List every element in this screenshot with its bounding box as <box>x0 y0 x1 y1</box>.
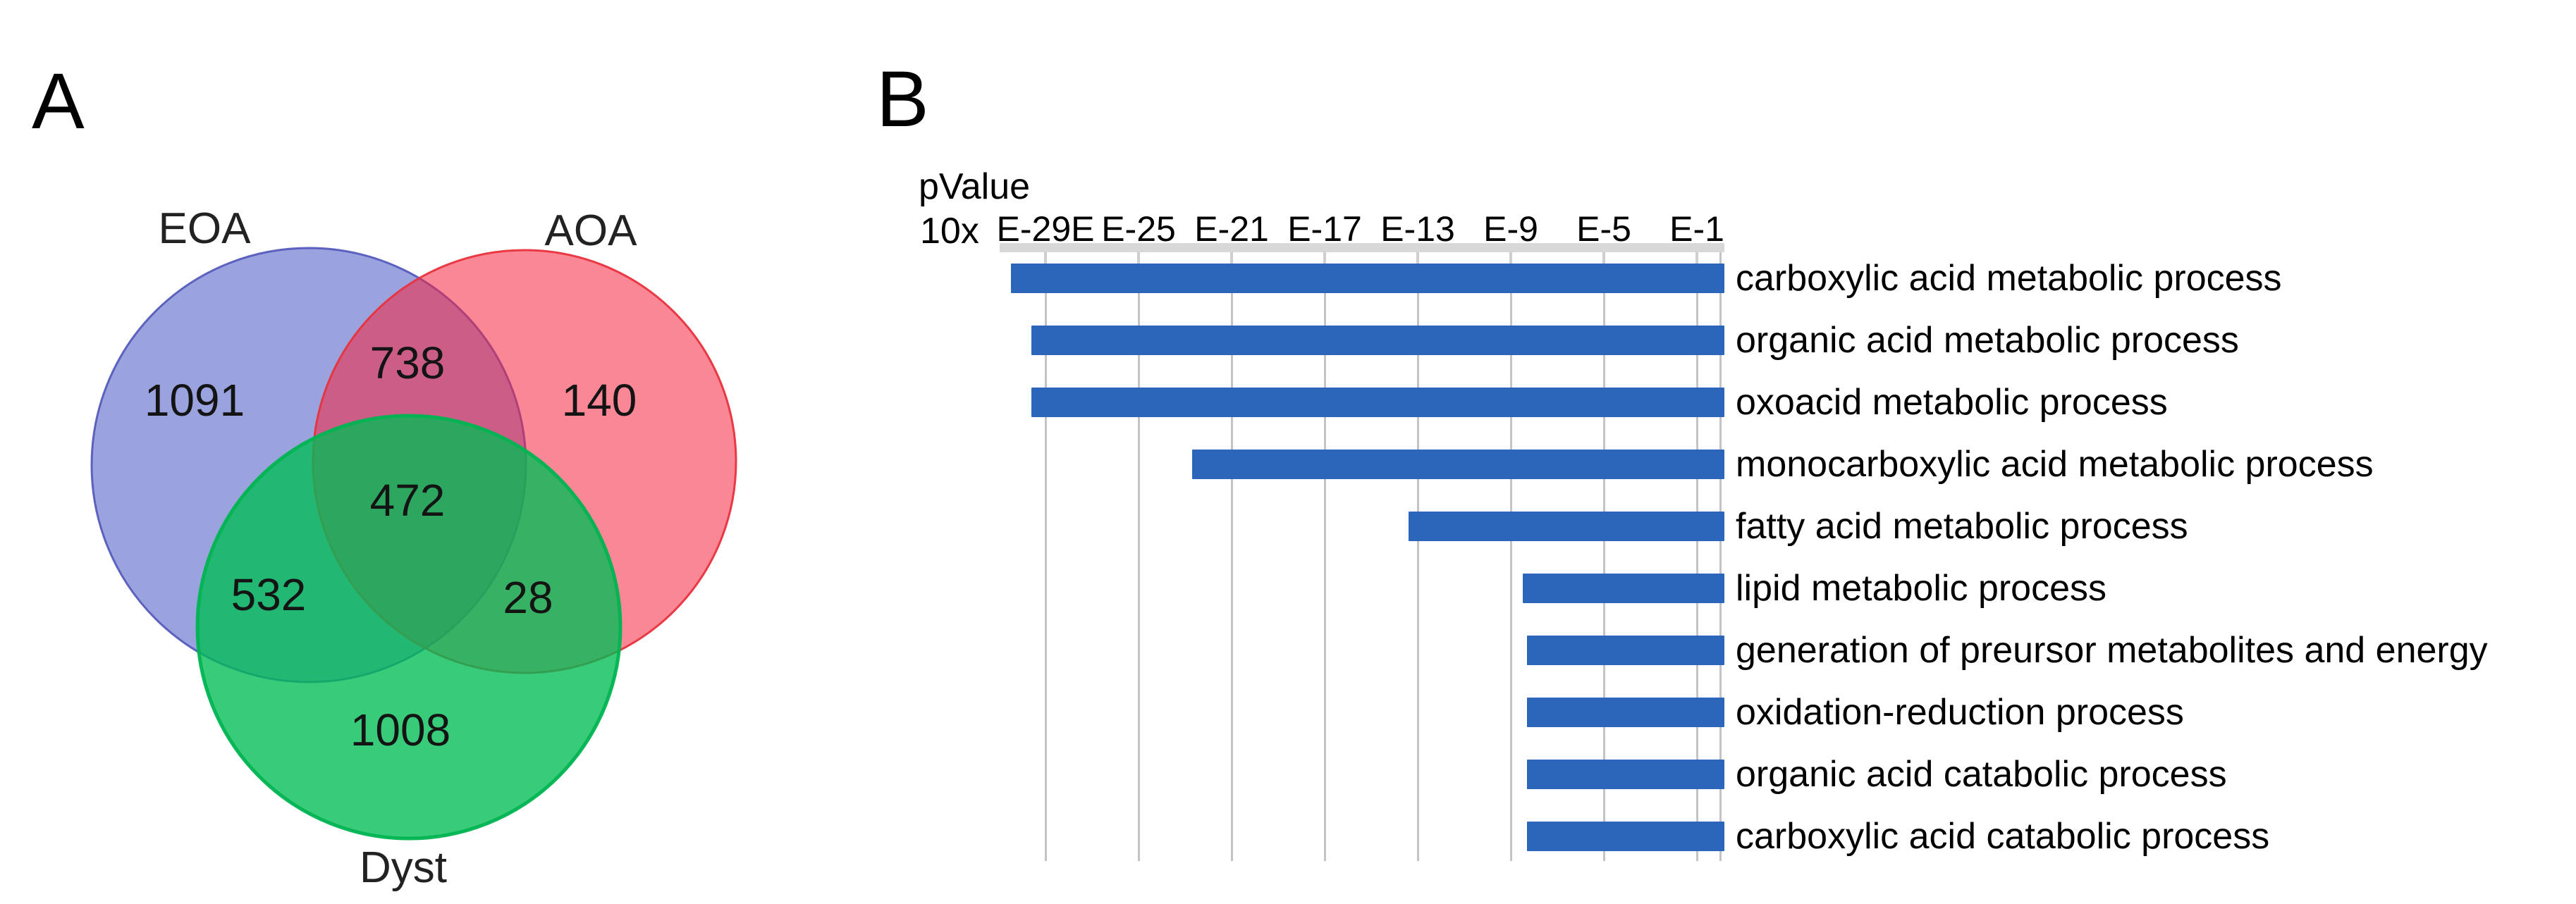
axis-title-pvalue: pValue <box>919 166 1031 207</box>
bar-row-label-9: organic acid catabolic process <box>1736 754 2227 795</box>
venn-count-aoa-dyst: 28 <box>503 572 553 623</box>
tick-label-E-29E: E-29E <box>996 209 1095 249</box>
bar-7 <box>1527 636 1724 665</box>
panel-b-bar-chart: B pValue 10x GO Biological Pathway <box>846 0 2576 904</box>
venn-count-center: 472 <box>370 475 446 526</box>
venn-count-eoa-aoa: 738 <box>370 338 446 388</box>
venn-count-eoa-dyst: 532 <box>231 569 307 620</box>
bar-row-label-10: carboxylic acid catabolic process <box>1736 816 2270 857</box>
venn-diagram: EOA AOA Dyst 1091 738 140 472 532 28 100… <box>90 204 737 892</box>
tick-stub-E-17 <box>1323 252 1326 268</box>
venn-count-aoa-only: 140 <box>562 375 637 426</box>
venn-circle-dyst <box>195 414 622 841</box>
bar-row-label-5: fatty acid metabolic process <box>1736 506 2188 547</box>
venn-set-label-eoa: EOA <box>159 204 252 253</box>
tick-stub-E-1 <box>1695 252 1698 268</box>
bar-row-label-1: carboxylic acid metabolic process <box>1736 258 2282 299</box>
bar-1 <box>1010 264 1724 293</box>
bar-10 <box>1527 822 1724 851</box>
bar-9 <box>1527 760 1724 789</box>
tick-label-E-1: E-1 <box>1669 209 1724 249</box>
tick-label-E-9: E-9 <box>1483 209 1538 249</box>
bar-row-label-4: monocarboxylic acid metabolic process <box>1736 444 2374 485</box>
tick-label-E-5: E-5 <box>1576 209 1631 249</box>
bar-row-label-3: oxoacid metabolic process <box>1736 382 2168 423</box>
gridline-E-13 <box>1417 252 1419 861</box>
gridline-E-25 <box>1138 252 1140 861</box>
bar-row-label-2: organic acid metabolic process <box>1736 320 2239 361</box>
venn-set-label-dyst: Dyst <box>360 843 447 892</box>
bar-row-label-6: lipid metabolic process <box>1736 568 2107 609</box>
bar-row-label-8: oxidation-reduction process <box>1736 692 2184 733</box>
gridline-E-21 <box>1231 252 1233 861</box>
gridline-E-5 <box>1603 252 1605 861</box>
tick-stub-E-25 <box>1137 252 1140 268</box>
tick-stub-E-21 <box>1230 252 1233 268</box>
panel-b-label: B <box>876 55 929 143</box>
panel-a-label: A <box>32 57 85 145</box>
gridline-E-1 <box>1696 252 1698 861</box>
venn-set-label-aoa: AOA <box>545 206 638 255</box>
tick-stub-E-9 <box>1509 252 1512 268</box>
tick-stub-E-5 <box>1602 252 1605 268</box>
gridline-E-29E <box>1045 252 1047 861</box>
bar-6 <box>1522 574 1724 603</box>
gridline-axis-right <box>1719 252 1722 861</box>
tick-label-E-17: E-17 <box>1287 209 1362 249</box>
bar-8 <box>1527 698 1724 727</box>
gridline-E-17 <box>1324 252 1326 861</box>
tick-label-E-21: E-21 <box>1194 209 1269 249</box>
bar-5 <box>1408 512 1724 541</box>
venn-count-eoa-only: 1091 <box>145 375 245 426</box>
bar-2 <box>1031 326 1724 355</box>
tick-label-E-13: E-13 <box>1380 209 1455 249</box>
x-axis-line <box>1000 243 1724 252</box>
bar-3 <box>1031 388 1724 417</box>
tick-stub-E-29E <box>1044 252 1047 268</box>
gridline-E-9 <box>1510 252 1512 861</box>
bar-row-label-7: generation of preursor metabolites and e… <box>1736 630 2488 671</box>
venn-count-dyst-only: 1008 <box>350 705 450 755</box>
panel-a-venn: A EOA AOA Dyst 1091 738 140 472 532 28 1… <box>0 0 881 904</box>
tick-label-E-25: E-25 <box>1101 209 1176 249</box>
tick-stub-E-13 <box>1416 252 1419 268</box>
bar-4 <box>1191 450 1724 479</box>
axis-title-10x: 10x <box>920 211 979 252</box>
